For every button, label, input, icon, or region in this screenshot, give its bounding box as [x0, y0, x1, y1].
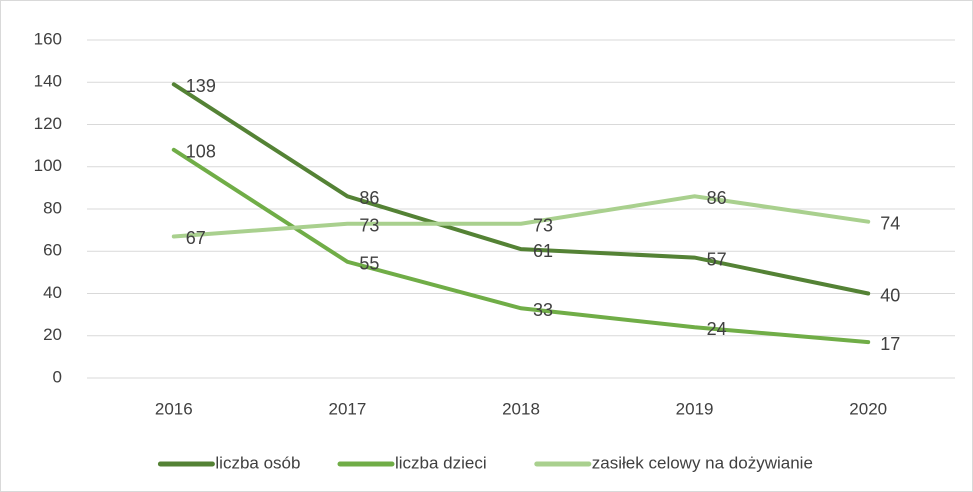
- data-label: 86: [359, 188, 379, 208]
- data-label: 73: [533, 216, 553, 236]
- y-tick-label: 120: [34, 114, 62, 133]
- y-tick-label: 40: [43, 283, 62, 302]
- data-label: 74: [880, 213, 900, 233]
- data-label: 139: [186, 76, 216, 96]
- data-label: 86: [707, 188, 727, 208]
- y-tick-label: 100: [34, 156, 62, 175]
- y-tick-label: 60: [43, 241, 62, 260]
- data-label: 61: [533, 241, 553, 261]
- data-label: 33: [533, 300, 553, 320]
- y-tick-label: 160: [34, 29, 62, 48]
- data-label: 67: [186, 228, 206, 248]
- y-tick-label: 20: [43, 325, 62, 344]
- data-label: 73: [359, 216, 379, 236]
- y-tick-label: 0: [53, 367, 62, 386]
- series-line: [171, 82, 871, 296]
- series-line: [171, 194, 871, 239]
- series-line: [171, 147, 871, 345]
- legend-label: liczba dzieci: [395, 453, 487, 472]
- data-label: 55: [359, 254, 379, 274]
- x-tick-label: 2019: [676, 399, 714, 418]
- data-label: 24: [707, 319, 727, 339]
- data-label: 40: [880, 285, 900, 305]
- data-label: 57: [707, 249, 727, 269]
- y-tick-label: 80: [43, 198, 62, 217]
- legend-label: zasiłek celowy na dożywianie: [592, 453, 813, 472]
- x-tick-label: 2018: [502, 399, 540, 418]
- data-label: 108: [186, 142, 216, 162]
- x-tick-label: 2020: [849, 399, 887, 418]
- data-label: 17: [880, 334, 900, 354]
- y-tick-label: 140: [34, 72, 62, 91]
- legend-label: liczba osób: [215, 453, 300, 472]
- x-tick-label: 2016: [155, 399, 193, 418]
- x-tick-label: 2017: [328, 399, 366, 418]
